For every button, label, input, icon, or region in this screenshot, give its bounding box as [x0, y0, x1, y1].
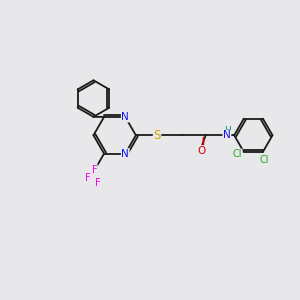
Text: F: F	[94, 178, 100, 188]
Text: Cl: Cl	[232, 149, 242, 159]
Text: S: S	[153, 129, 161, 142]
Text: N: N	[223, 130, 231, 140]
Text: F: F	[92, 165, 97, 175]
Text: F: F	[85, 172, 91, 183]
Text: Cl: Cl	[260, 155, 269, 165]
Text: H: H	[224, 126, 231, 135]
Text: N: N	[122, 148, 129, 159]
Text: O: O	[197, 146, 206, 156]
Text: N: N	[122, 112, 129, 122]
